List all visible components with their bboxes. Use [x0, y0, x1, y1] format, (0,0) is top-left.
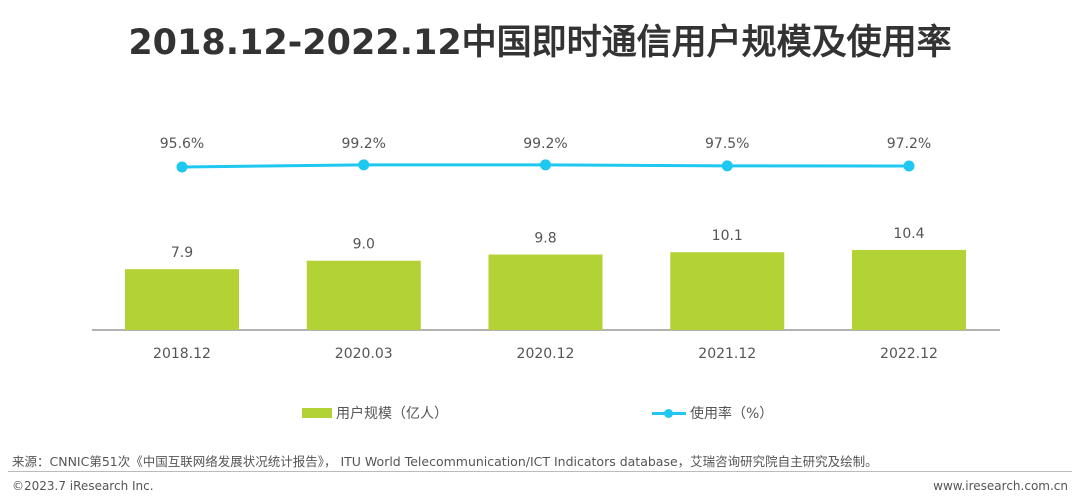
bar-data-label: 10.4	[893, 226, 924, 242]
website-link[interactable]: www.iresearch.com.cn	[933, 479, 1068, 493]
bar	[488, 254, 603, 330]
x-tick-label: 2018.12	[153, 346, 211, 362]
bar-data-label: 10.1	[712, 228, 743, 244]
line-point	[903, 160, 915, 172]
legend-label-line: 使用率（%）	[690, 406, 774, 422]
copyright: ©2023.7 iResearch Inc.	[12, 479, 154, 493]
bar-data-label: 9.8	[534, 231, 556, 247]
legend-label-bar: 用户规模（亿人）	[336, 406, 448, 422]
line-point	[176, 161, 188, 173]
legend-swatch-line	[652, 406, 686, 420]
source-note: 来源：CNNIC第51次《中国互联网络发展状况统计报告》， ITU World …	[12, 454, 878, 469]
x-tick-label: 2020.12	[517, 346, 575, 362]
line-data-label: 99.2%	[523, 136, 567, 152]
line-data-label: 97.5%	[705, 136, 749, 152]
x-tick-label: 2021.12	[698, 346, 756, 362]
footer-divider	[8, 471, 1072, 472]
legend-item-line: 使用率（%）	[652, 403, 773, 423]
bar	[670, 252, 785, 330]
line-point	[358, 159, 370, 171]
line-point	[721, 160, 733, 172]
bar	[125, 269, 239, 330]
legend-item-bar: 用户规模（亿人）	[302, 403, 448, 423]
legend-swatch-bar	[302, 408, 332, 418]
line-data-label: 99.2%	[342, 136, 386, 152]
x-tick-label: 2020.03	[335, 346, 393, 362]
x-tick-label: 2022.12	[880, 346, 938, 362]
line-point	[540, 159, 551, 171]
bar	[306, 260, 421, 330]
chart-title: 2018.12-2022.12中国即时通信用户规模及使用率	[128, 23, 952, 63]
bar-data-label: 9.0	[353, 237, 375, 253]
bar	[852, 249, 966, 330]
line-data-label: 95.6%	[160, 136, 204, 152]
bar-data-label: 7.9	[171, 245, 193, 261]
line-data-label: 97.2%	[887, 136, 931, 152]
